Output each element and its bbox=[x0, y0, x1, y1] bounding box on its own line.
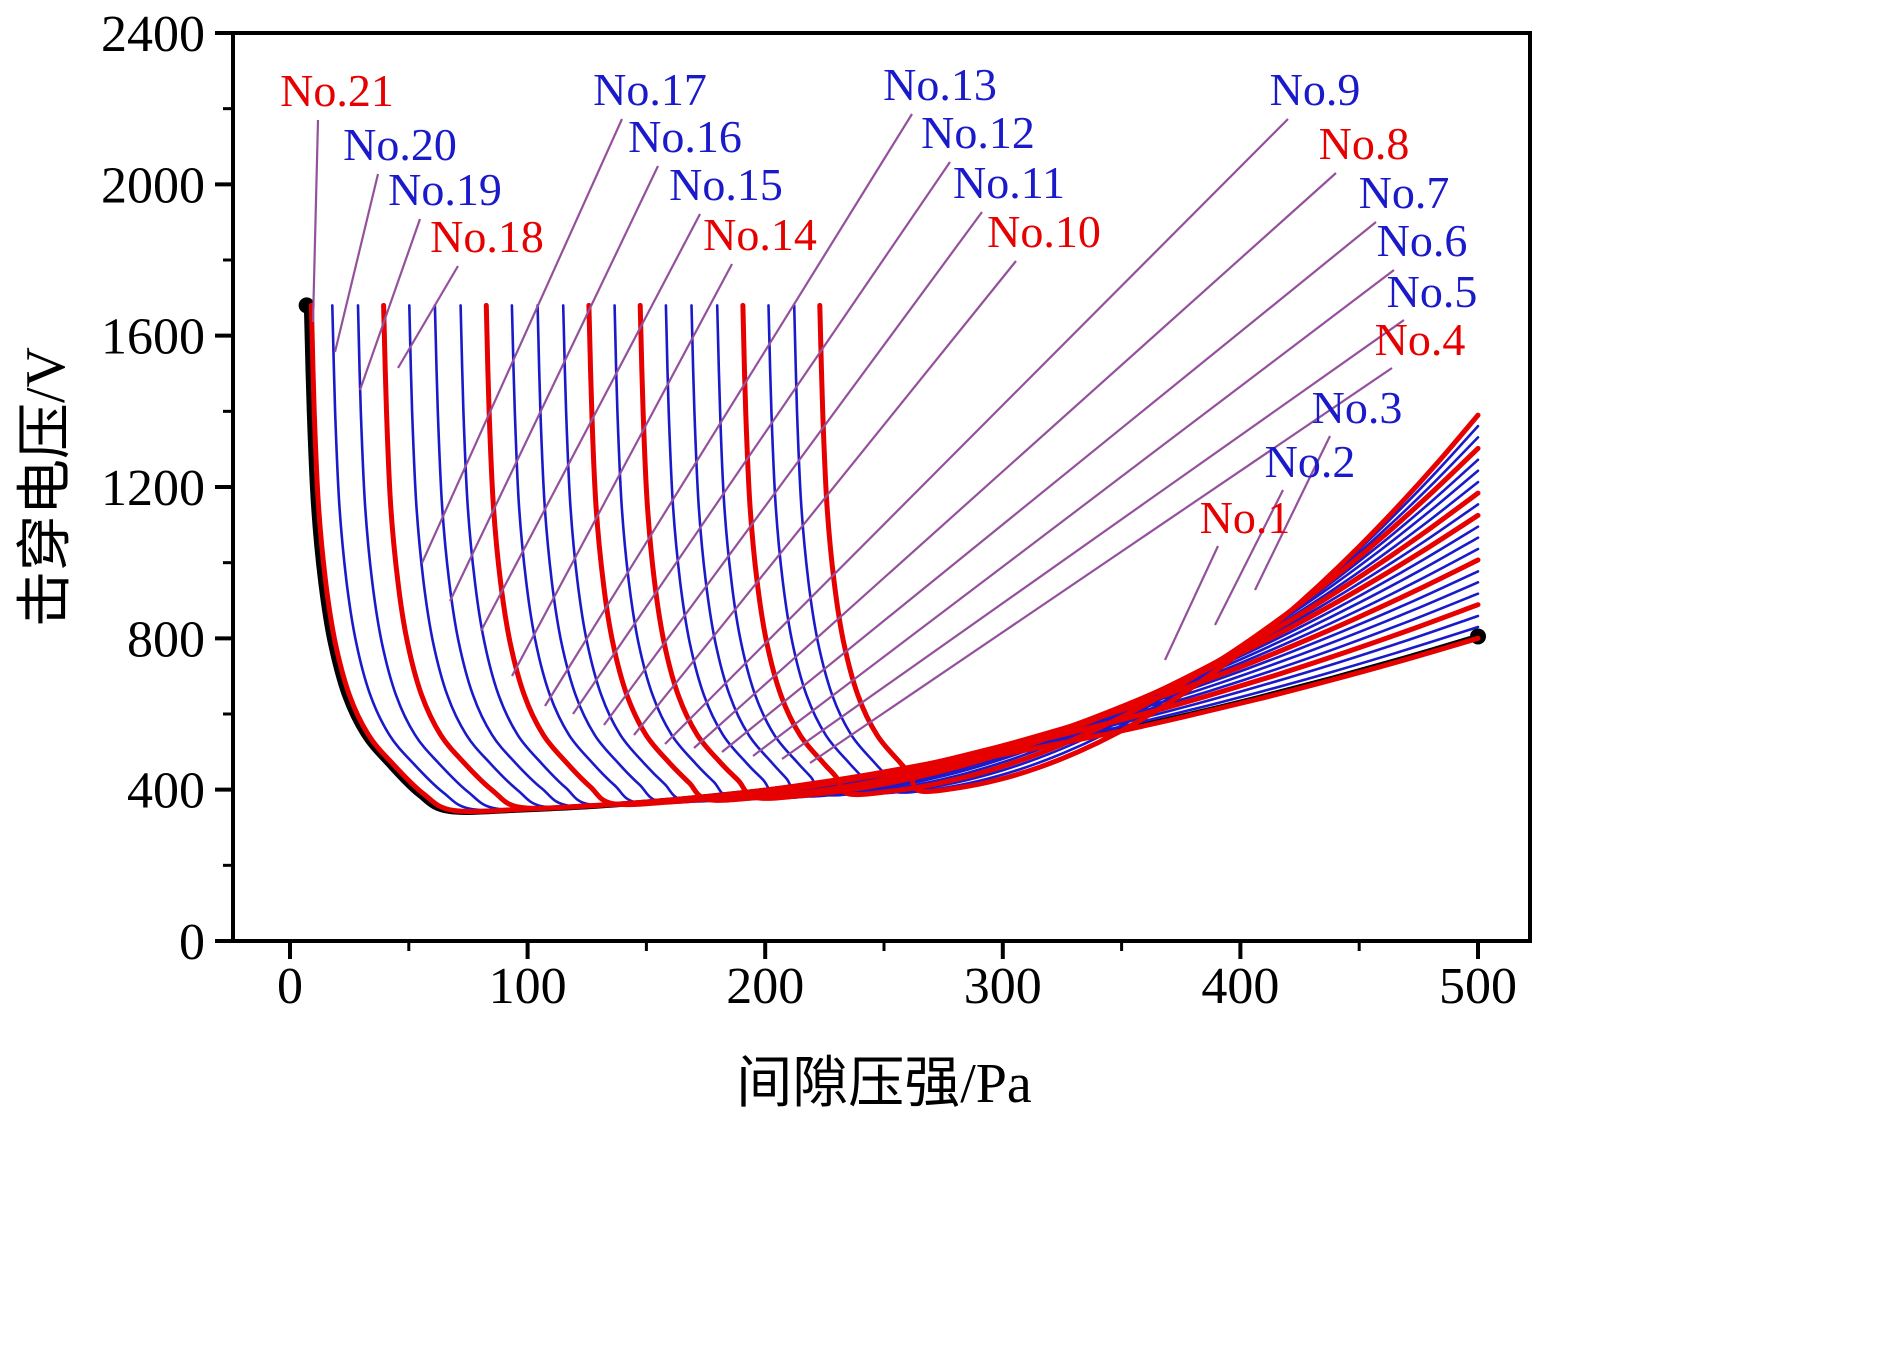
curve-label-No.17: No.17 bbox=[593, 64, 707, 115]
x-tick-label: 100 bbox=[489, 958, 567, 1015]
x-tick-label: 400 bbox=[1201, 958, 1279, 1015]
y-axis-title: 击穿电压/V bbox=[15, 347, 77, 627]
curve-No.1 bbox=[817, 302, 1481, 795]
y-tick-label: 2000 bbox=[101, 157, 205, 214]
curve-label-No.11: No.11 bbox=[953, 157, 1065, 208]
curve-label-No.2: No.2 bbox=[1265, 436, 1356, 487]
x-tick-label: 0 bbox=[277, 958, 303, 1015]
curve-No.13 bbox=[510, 304, 1480, 805]
curve-label-No.6: No.6 bbox=[1377, 215, 1468, 266]
leader-line-No.18 bbox=[397, 265, 459, 369]
envelope-curve bbox=[303, 302, 1481, 815]
curve-label-No.13: No.13 bbox=[883, 59, 997, 110]
leader-line-No.14 bbox=[511, 263, 733, 677]
curve-label-No.3: No.3 bbox=[1312, 382, 1403, 433]
leader-line-No.21 bbox=[311, 119, 320, 323]
curve-label-No.20: No.20 bbox=[343, 119, 457, 170]
curve-label-No.1: No.1 bbox=[1200, 492, 1291, 543]
curve-label-No.14: No.14 bbox=[703, 209, 817, 260]
x-tick-label: 300 bbox=[964, 958, 1042, 1015]
curve-No.8 bbox=[637, 302, 1481, 801]
curve-label-No.8: No.8 bbox=[1319, 118, 1410, 169]
y-tick-label: 2400 bbox=[101, 6, 205, 63]
leader-line-No.4 bbox=[809, 367, 1393, 764]
leader-line-No.1 bbox=[1164, 545, 1219, 661]
curve-label-No.4: No.4 bbox=[1375, 314, 1466, 365]
leader-line-No.11 bbox=[603, 211, 983, 726]
leader-line-No.2 bbox=[1214, 489, 1284, 626]
curve-No.10 bbox=[586, 302, 1481, 803]
leader-line-No.19 bbox=[358, 218, 422, 391]
curve-label-No.15: No.15 bbox=[669, 159, 783, 210]
curve-label-No.16: No.16 bbox=[628, 111, 742, 162]
leader-line-No.20 bbox=[333, 173, 380, 353]
leader-line-No.16 bbox=[449, 165, 659, 602]
leader-line-No.7 bbox=[721, 221, 1377, 753]
leader-line-No.13 bbox=[544, 113, 913, 707]
curve-label-No.12: No.12 bbox=[921, 107, 1035, 158]
curve-label-No.19: No.19 bbox=[388, 164, 502, 215]
y-tick-label: 1600 bbox=[101, 309, 205, 366]
leader-line-No.10 bbox=[633, 260, 1017, 736]
y-tick-label: 800 bbox=[127, 611, 205, 668]
leader-line-No.3 bbox=[1254, 435, 1331, 591]
x-axis-title: 间隙压强/Pa bbox=[736, 1053, 1032, 1115]
y-tick-label: 0 bbox=[179, 914, 205, 971]
y-tick-label: 1200 bbox=[101, 460, 205, 517]
curve-No.12 bbox=[536, 304, 1480, 804]
curve-label-No.18: No.18 bbox=[430, 211, 544, 262]
curve-label-No.10: No.10 bbox=[987, 206, 1101, 257]
x-tick-label: 500 bbox=[1439, 958, 1517, 1015]
curve-label-No.7: No.7 bbox=[1359, 167, 1450, 218]
curve-No.4 bbox=[740, 302, 1481, 798]
leader-line-No.12 bbox=[572, 161, 951, 715]
leader-line-No.15 bbox=[480, 213, 701, 632]
curve-label-No.21: No.21 bbox=[280, 65, 394, 116]
curve-label-No.9: No.9 bbox=[1270, 64, 1361, 115]
leader-line-No.5 bbox=[781, 319, 1405, 760]
y-tick-label: 400 bbox=[127, 763, 205, 820]
x-tick-label: 200 bbox=[726, 958, 804, 1015]
leader-line-No.6 bbox=[752, 269, 1395, 757]
curve-No.14 bbox=[483, 302, 1481, 808]
curve-label-No.5: No.5 bbox=[1387, 266, 1478, 317]
leader-line-No.8 bbox=[693, 172, 1337, 749]
leader-line-No.17 bbox=[420, 118, 624, 564]
leader-line-No.9 bbox=[664, 118, 1289, 745]
